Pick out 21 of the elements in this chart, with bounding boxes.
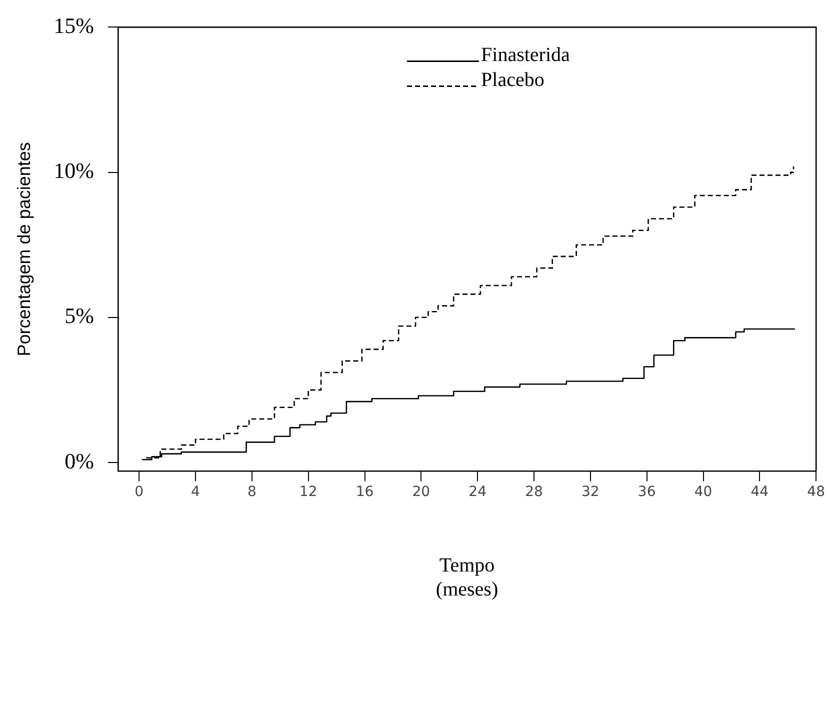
x-tick-label: 48 <box>807 484 826 500</box>
x-tick-label: 40 <box>694 484 712 500</box>
y-tick-label: 0% <box>64 448 94 474</box>
y-tick-label: 5% <box>64 303 94 328</box>
legend-label: Placebo <box>481 69 544 92</box>
y-tick-label: 15% <box>54 12 94 38</box>
x-tick-label: 24 <box>468 484 487 500</box>
x-tick-label: 20 <box>412 484 430 500</box>
y-axis-title: Porcentagem de pacientes <box>14 142 34 356</box>
x-tick-label: 36 <box>638 484 656 500</box>
x-tick-label: 4 <box>191 484 200 500</box>
x-axis-title: Tempo (meses) <box>436 554 498 600</box>
x-tick-label: 28 <box>525 484 543 500</box>
x-tick-label: 16 <box>356 484 374 500</box>
x-tick-label: 44 <box>750 484 769 500</box>
x-tick-label: 12 <box>299 484 318 500</box>
x-tick-label: 0 <box>134 484 144 500</box>
y-tick-label: 10% <box>54 158 94 184</box>
legend-label: Finasterida <box>481 44 570 66</box>
x-tick-label: 32 <box>582 484 600 500</box>
x-tick-label: 8 <box>247 484 256 500</box>
